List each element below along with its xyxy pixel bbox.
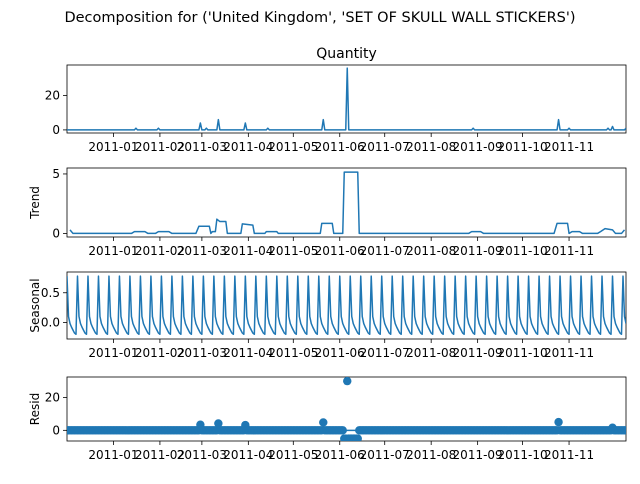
y-tick-label: 0.0 — [41, 315, 60, 329]
y-tick-label: 0 — [52, 123, 60, 137]
x-tick-label: 2011-04 — [223, 140, 273, 154]
x-tick-label: 2011-04 — [223, 448, 273, 462]
x-tick-label: 2011-08 — [406, 346, 456, 360]
x-tick-label: 2011-05 — [268, 346, 318, 360]
x-tick-label: 2011-11 — [544, 140, 594, 154]
y-axis-label: Seasonal — [28, 278, 42, 332]
x-tick-label: 2011-06 — [315, 140, 365, 154]
x-tick-label: 2011-09 — [453, 448, 503, 462]
x-tick-label: 2011-05 — [268, 448, 318, 462]
x-tick-label: 2011-07 — [360, 244, 410, 258]
x-tick-label: 2011-10 — [498, 346, 548, 360]
x-tick-label: 2011-03 — [177, 346, 227, 360]
x-tick-label: 2011-09 — [453, 140, 503, 154]
resid-point — [554, 418, 562, 426]
x-tick-label: 2011-08 — [406, 448, 456, 462]
x-tick-label: 2011-05 — [268, 244, 318, 258]
y-tick-label: 20 — [45, 391, 60, 405]
x-tick-label: 2011-09 — [453, 244, 503, 258]
x-tick-label: 2011-04 — [223, 346, 273, 360]
y-tick-label: 0 — [52, 423, 60, 437]
x-tick-label: 2011-01 — [88, 448, 138, 462]
x-tick-label: 2011-01 — [88, 244, 138, 258]
subplot-title: Quantity — [316, 46, 377, 62]
x-tick-label: 2011-11 — [544, 244, 594, 258]
x-tick-label: 2011-03 — [177, 244, 227, 258]
y-axis-label: Trend — [28, 186, 42, 220]
x-tick-label: 2011-08 — [406, 140, 456, 154]
resid-point — [343, 377, 351, 385]
x-tick-label: 2011-10 — [498, 140, 548, 154]
x-tick-label: 2011-05 — [268, 140, 318, 154]
y-tick-label: 0 — [52, 226, 60, 240]
x-tick-label: 2011-03 — [177, 140, 227, 154]
x-tick-label: 2011-11 — [544, 346, 594, 360]
y-tick-label: 0.5 — [41, 286, 60, 300]
x-tick-label: 2011-10 — [498, 244, 548, 258]
y-tick-label: 5 — [52, 167, 60, 181]
x-tick-label: 2011-06 — [315, 448, 365, 462]
x-tick-label: 2011-07 — [360, 140, 410, 154]
resid-point — [319, 418, 327, 426]
x-tick-label: 2011-09 — [453, 346, 503, 360]
x-tick-label: 2011-11 — [544, 448, 594, 462]
x-tick-label: 2011-04 — [223, 244, 273, 258]
x-tick-label: 2011-07 — [360, 346, 410, 360]
x-tick-label: 2011-01 — [88, 140, 138, 154]
x-tick-label: 2011-03 — [177, 448, 227, 462]
x-tick-label: 2011-06 — [315, 244, 365, 258]
y-axis-label: Resid — [28, 393, 42, 425]
x-tick-label: 2011-07 — [360, 448, 410, 462]
x-tick-label: 2011-10 — [498, 448, 548, 462]
x-tick-label: 2011-08 — [406, 244, 456, 258]
x-tick-label: 2011-06 — [315, 346, 365, 360]
resid-point — [339, 426, 347, 434]
x-tick-label: 2011-01 — [88, 346, 138, 360]
y-tick-label: 20 — [45, 89, 60, 103]
figure-suptitle: Decomposition for ('United Kingdom', 'SE… — [64, 10, 575, 26]
